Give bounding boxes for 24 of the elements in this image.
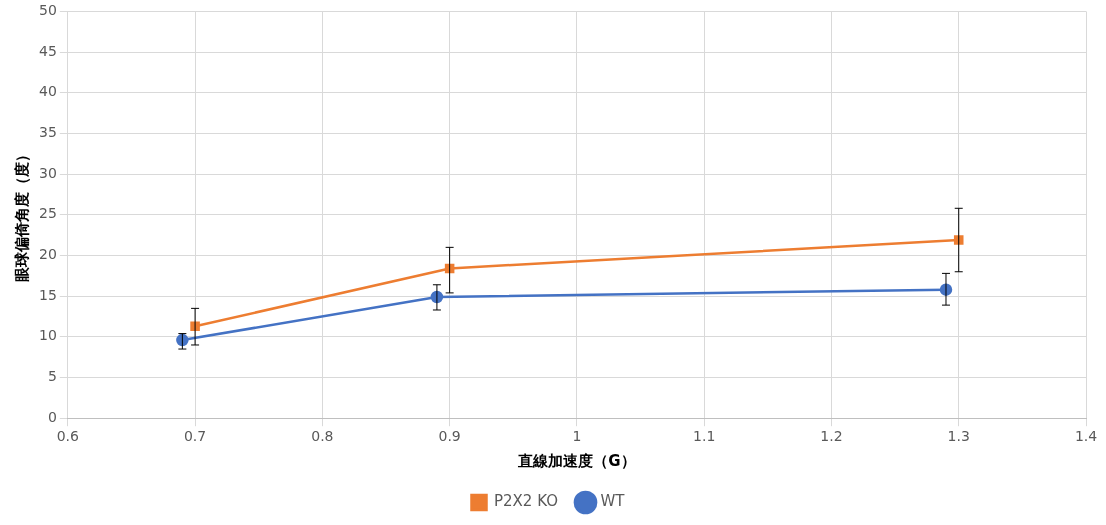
y-tick-label: 5 bbox=[47, 368, 57, 385]
legend-label: P2X2 KO bbox=[494, 492, 558, 511]
y-tick-label: 0 bbox=[47, 408, 57, 425]
y-tick-label: 35 bbox=[38, 124, 57, 141]
y-tick-label: 45 bbox=[38, 42, 57, 59]
x-tick-label: 1.2 bbox=[820, 428, 843, 445]
x-tick-label: 1.3 bbox=[947, 428, 970, 445]
y-tick-label: 10 bbox=[38, 327, 57, 344]
x-tick-label: 1 bbox=[572, 428, 582, 445]
x-tick-label: 1.1 bbox=[693, 428, 716, 445]
y-tick-label: 50 bbox=[38, 2, 57, 19]
x-tick-label: 0.7 bbox=[183, 428, 207, 445]
y-tick-label: 40 bbox=[38, 83, 57, 100]
y-tick-label: 15 bbox=[38, 286, 57, 303]
x-tick-label: 0.8 bbox=[311, 428, 334, 445]
y-axis-title: 眼球偏倚角度（度） bbox=[12, 147, 31, 283]
y-tick-label: 30 bbox=[38, 164, 57, 181]
y-tick-label: 20 bbox=[38, 246, 57, 263]
legend-label: WT bbox=[600, 492, 626, 511]
x-tick-label: 0.6 bbox=[56, 428, 80, 445]
y-tick-label: 25 bbox=[38, 205, 57, 222]
x-axis-title: 直線加速度（G） bbox=[517, 451, 636, 470]
x-tick-label: 0.9 bbox=[438, 428, 461, 445]
x-tick-label: 1.4 bbox=[1074, 428, 1098, 445]
